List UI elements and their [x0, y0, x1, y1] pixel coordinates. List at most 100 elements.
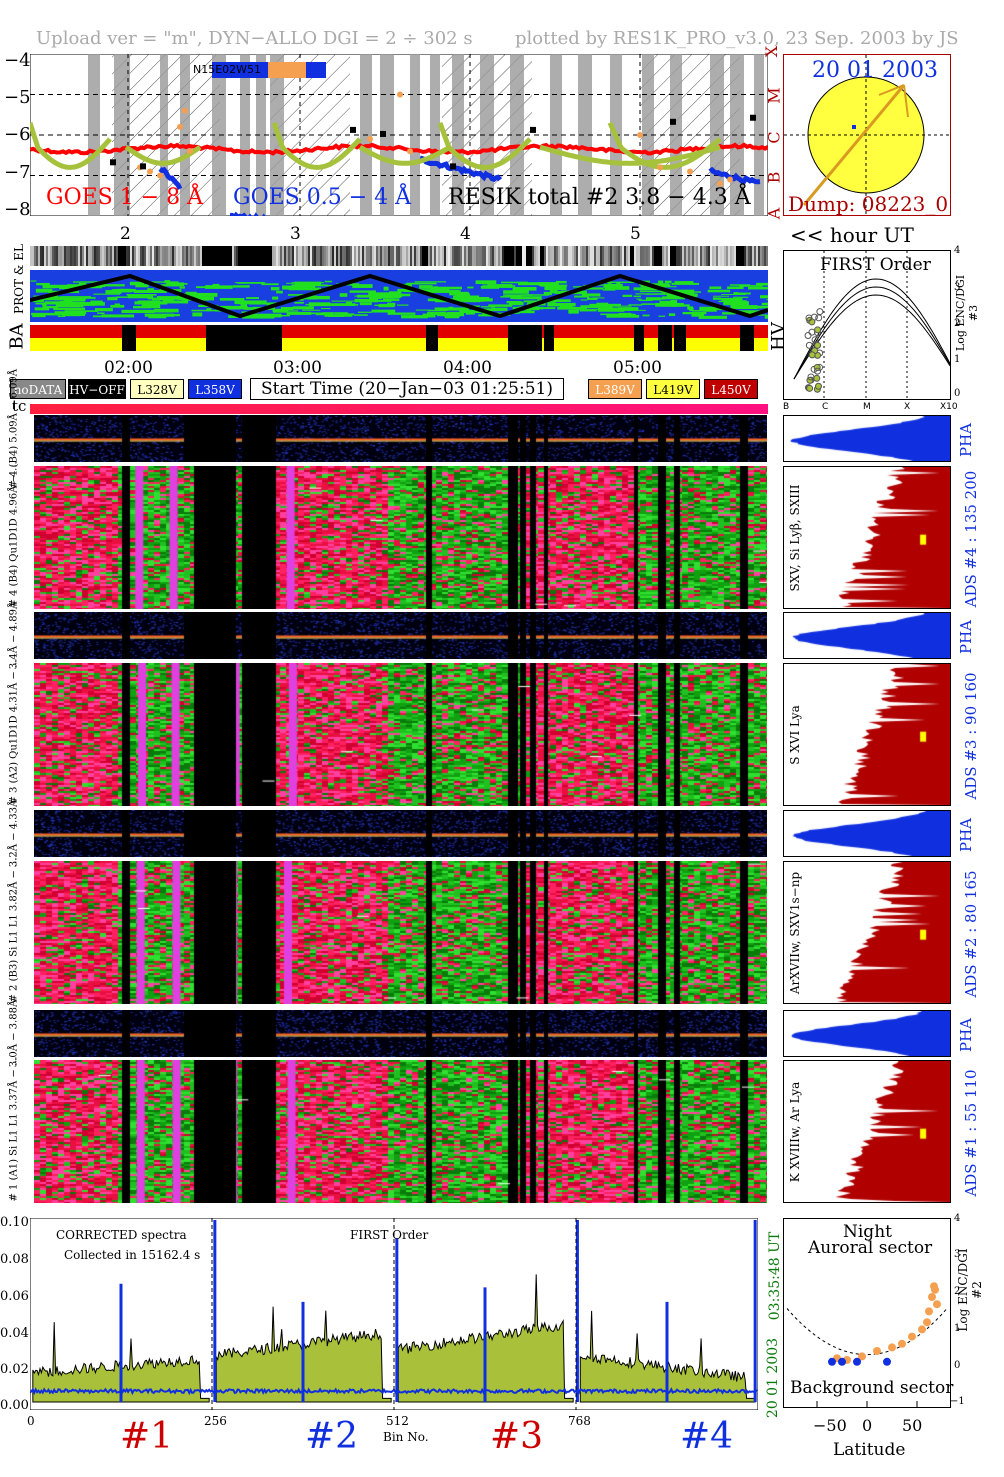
el-strip-cell — [388, 246, 390, 266]
prot-green-blob — [618, 307, 639, 311]
lat-orange-point — [898, 1339, 906, 1348]
el-strip-cell — [590, 246, 592, 266]
el-strip-cell — [716, 246, 718, 266]
el-strip-cell — [404, 246, 406, 266]
channel-label-4: #4 — [680, 1416, 734, 1457]
lat-y-tick-4: 4 — [954, 1213, 961, 1224]
el-black-band — [736, 246, 744, 266]
prot-green-blob — [324, 314, 353, 317]
el-strip-cell — [760, 246, 762, 266]
prot-green-blob — [35, 302, 69, 305]
spec-y-tick-004: 0.04 — [0, 1326, 29, 1341]
el-strip-cell — [494, 246, 496, 266]
prot-green-blob — [135, 284, 149, 288]
prot-green-blob — [698, 315, 727, 319]
spectrum-panel — [30, 1218, 758, 1410]
resik-label: RESIK total #2 3.8 − 4.3 Å — [448, 185, 751, 210]
el-strip-cell — [144, 246, 146, 266]
prot-green-blob — [523, 300, 540, 303]
channel-label-3: #3 — [490, 1416, 544, 1457]
pha-strip-ch4 — [34, 415, 767, 462]
el-strip-cell — [732, 246, 734, 266]
el-strip-cell — [156, 246, 158, 266]
prot-green-blob — [447, 290, 460, 292]
prot-green-blob — [302, 309, 321, 311]
pha-side-panel-ch4 — [783, 415, 951, 462]
prot-green-blob — [39, 296, 70, 301]
prot-green-blob — [260, 314, 267, 319]
prot-green-blob — [639, 290, 668, 293]
el-strip-cell — [278, 246, 280, 266]
el-strip-cell — [558, 246, 560, 266]
el-strip-cell — [350, 246, 352, 266]
prot-green-blob — [604, 286, 630, 290]
el-strip-cell — [126, 246, 128, 266]
el-strip-cell — [164, 246, 166, 266]
prot-green-blob — [246, 297, 259, 300]
el-strip-cell — [594, 246, 596, 266]
el-strip-cell — [734, 246, 736, 266]
el-strip-cell — [500, 246, 502, 266]
pha-side-hist-ch2 — [784, 811, 950, 856]
prot-green-blob — [538, 282, 559, 286]
prot-green-blob — [506, 290, 519, 293]
prot-green-blob — [141, 304, 161, 309]
el-strip-cell — [452, 246, 454, 266]
el-strip-cell — [294, 246, 296, 266]
prot-green-blob — [294, 281, 322, 286]
el-strip-cell — [66, 246, 68, 266]
ads-label-ch2: ADS #2 : 80 165 — [962, 869, 980, 998]
prot-green-blob — [328, 303, 356, 307]
el-strip-cell — [744, 246, 746, 266]
el-strip-cell — [348, 246, 350, 266]
el-strip-cell — [316, 246, 318, 266]
el-strip-cell — [628, 246, 630, 266]
prot-green-blob — [294, 301, 304, 304]
prot-green-blob — [194, 292, 218, 297]
el-strip-cell — [78, 246, 80, 266]
prot-green-blob — [286, 311, 312, 315]
el-strip-cell — [48, 246, 50, 266]
prot-green-blob — [219, 298, 245, 301]
spectrum-plot — [30, 1218, 758, 1410]
legend-l450: L450V — [704, 379, 758, 399]
spectrogram-ch3 — [34, 663, 767, 806]
el-strip-cell — [428, 246, 430, 266]
lat-y-tick-0: 0 — [954, 1360, 961, 1371]
prot-green-blob — [185, 291, 197, 296]
prot-green-blob — [294, 284, 328, 286]
el-strip-cell — [472, 246, 474, 266]
el-strip-cell — [762, 246, 764, 266]
lat-x-tick-0: 0 — [862, 1416, 873, 1435]
lat-orange-point — [925, 1307, 933, 1316]
goes-short-line — [419, 155, 502, 183]
prot-green-blob — [394, 293, 411, 297]
ba-label: BA — [6, 323, 28, 350]
prot-green-blob — [60, 297, 86, 301]
prot-green-blob — [387, 312, 416, 315]
first-order-point — [808, 328, 816, 336]
el-strip-cell — [362, 246, 364, 266]
prot-green-blob — [63, 313, 86, 316]
el-strip-cell — [730, 246, 732, 266]
el-strip-cell — [754, 246, 756, 266]
pha-side-hist-ch3 — [784, 613, 950, 658]
el-strip-cell — [32, 246, 34, 266]
prot-green-blob — [404, 283, 412, 287]
el-strip-cell — [136, 246, 138, 266]
spec-title2: Collected in 15162.4 s — [64, 1248, 201, 1262]
el-strip-cell — [460, 246, 462, 266]
prot-green-blob — [707, 289, 731, 293]
prot-green-blob — [133, 289, 167, 294]
first-order-title: FIRST Order — [820, 255, 931, 275]
el-strip-cell — [470, 246, 472, 266]
prot-green-blob — [547, 302, 576, 307]
goes-y-tick-1: −4 — [4, 50, 31, 71]
el-strip-cell — [702, 246, 704, 266]
el-strip-cell — [602, 246, 604, 266]
goes-plot — [30, 54, 768, 216]
ba-red — [30, 325, 768, 338]
goes-orange-point — [147, 168, 153, 175]
el-strip-cell — [416, 246, 418, 266]
prot-green-blob — [42, 303, 47, 306]
